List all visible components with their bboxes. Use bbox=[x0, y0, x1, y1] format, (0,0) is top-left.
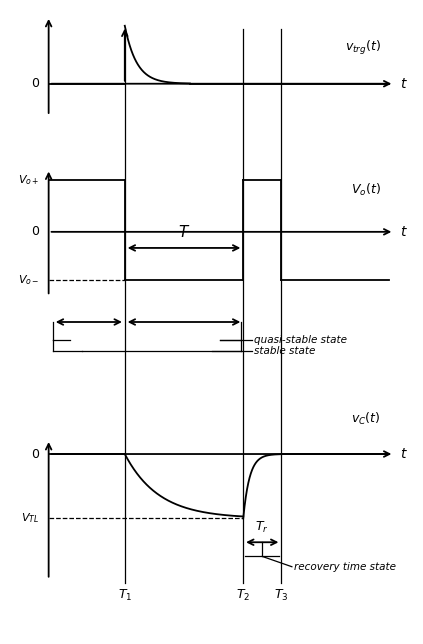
Text: $V_o(t)$: $V_o(t)$ bbox=[351, 182, 381, 198]
Text: $v_{trg}(t)$: $v_{trg}(t)$ bbox=[345, 39, 381, 57]
Text: $V_{o+}$: $V_{o+}$ bbox=[18, 173, 39, 187]
Text: $V_{TL}$: $V_{TL}$ bbox=[21, 511, 39, 526]
Text: $T_2$: $T_2$ bbox=[236, 588, 250, 603]
Text: stable state: stable state bbox=[254, 346, 315, 356]
Text: 0: 0 bbox=[31, 77, 39, 90]
Text: $T_3$: $T_3$ bbox=[274, 588, 288, 603]
Text: $v_C(t)$: $v_C(t)$ bbox=[351, 411, 381, 427]
Text: $T$: $T$ bbox=[178, 224, 190, 240]
Text: $V_{o-}$: $V_{o-}$ bbox=[18, 273, 39, 287]
Text: 0: 0 bbox=[31, 448, 39, 460]
Text: quasi-stable state: quasi-stable state bbox=[254, 335, 347, 345]
Text: recovery time state: recovery time state bbox=[294, 562, 396, 572]
Text: 0: 0 bbox=[31, 225, 39, 238]
Text: $T_r$: $T_r$ bbox=[255, 520, 269, 535]
Text: $t$: $t$ bbox=[400, 225, 408, 239]
Text: $t$: $t$ bbox=[400, 77, 408, 91]
Text: $T_1$: $T_1$ bbox=[118, 588, 132, 603]
Text: $t$: $t$ bbox=[400, 447, 408, 461]
